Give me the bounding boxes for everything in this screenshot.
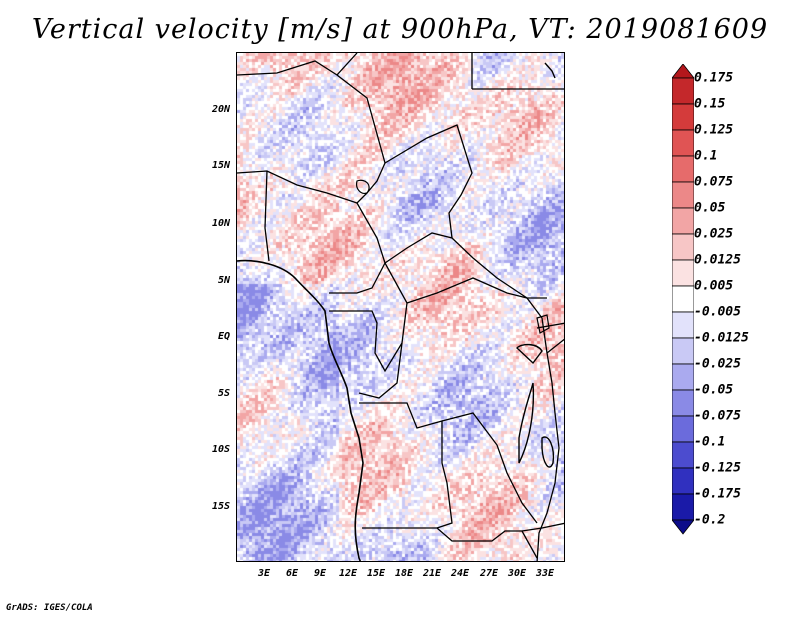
lon-label: 33E xyxy=(535,568,555,579)
colorbar-tick-label: 0.15 xyxy=(694,96,726,112)
lon-label: 27E xyxy=(479,568,499,579)
colorbar-tick-label: -0.125 xyxy=(694,460,741,476)
colorbar-segment xyxy=(672,311,694,339)
lon-label: 15E xyxy=(366,568,386,579)
lat-label: EQ xyxy=(217,331,230,342)
lon-label: 24E xyxy=(450,568,470,579)
colorbar-segment xyxy=(672,337,694,365)
lon-label: 9E xyxy=(313,568,327,579)
colorbar-tick-label: -0.075 xyxy=(694,408,741,424)
colorbar-tick-label: 0.0125 xyxy=(694,252,741,268)
colorbar-segment xyxy=(672,467,694,495)
colorbar-tick-label: -0.1 xyxy=(694,434,726,450)
country-borders xyxy=(237,53,564,561)
colorbar-segment xyxy=(672,493,694,521)
velocity-map xyxy=(236,52,565,562)
lon-label: 3E xyxy=(257,568,271,579)
colorbar-segment xyxy=(672,441,694,469)
colorbar-segment xyxy=(672,363,694,391)
colorbar-tick-label: 0.005 xyxy=(694,278,734,294)
colorbar-segment xyxy=(672,519,694,535)
lat-label: 15N xyxy=(211,160,230,171)
colorbar-segment xyxy=(672,415,694,443)
lat-label: 15S xyxy=(211,501,230,512)
colorbar-tick-label: 0.075 xyxy=(694,174,734,190)
colorbar-tick-label: -0.0125 xyxy=(694,330,749,346)
colorbar-tick-label: 0.025 xyxy=(694,226,734,242)
colorbar-segment xyxy=(672,129,694,157)
lon-label: 21E xyxy=(422,568,442,579)
colorbar-segment xyxy=(672,285,694,313)
colorbar-segment xyxy=(672,389,694,417)
colorbar-tick-label: -0.2 xyxy=(694,512,726,528)
lat-label: 5S xyxy=(217,388,230,399)
footer-credit: GrADS: IGES/COLA xyxy=(6,603,93,613)
colorbar-tick-label: 0.125 xyxy=(694,122,734,138)
colorbar-tick-label: -0.175 xyxy=(694,486,741,502)
colorbar-tick-label: 0.1 xyxy=(694,148,718,164)
colorbar-segment xyxy=(672,77,694,105)
lat-label: 20N xyxy=(211,104,230,115)
velocity-field xyxy=(237,53,564,561)
colorbar xyxy=(672,64,694,535)
lon-label: 18E xyxy=(394,568,414,579)
lon-label: 6E xyxy=(285,568,299,579)
colorbar-segment xyxy=(672,103,694,131)
lat-label: 10S xyxy=(211,444,230,455)
colorbar-segment xyxy=(672,64,694,79)
chart-title: Vertical velocity [m/s] at 900hPa, VT: 2… xyxy=(31,14,769,45)
lon-label: 12E xyxy=(338,568,358,579)
colorbar-segment xyxy=(672,233,694,261)
colorbar-segment xyxy=(672,181,694,209)
colorbar-segment xyxy=(672,155,694,183)
lon-label: 30E xyxy=(507,568,527,579)
colorbar-tick-label: -0.005 xyxy=(694,304,741,320)
lat-label: 5N xyxy=(217,275,230,286)
lat-label: 10N xyxy=(211,218,230,229)
colorbar-tick-label: -0.025 xyxy=(694,356,741,372)
colorbar-segment xyxy=(672,207,694,235)
colorbar-tick-label: 0.05 xyxy=(694,200,726,216)
colorbar-tick-label: -0.05 xyxy=(694,382,734,398)
colorbar-tick-label: 0.175 xyxy=(694,70,734,86)
colorbar-segment xyxy=(672,259,694,287)
